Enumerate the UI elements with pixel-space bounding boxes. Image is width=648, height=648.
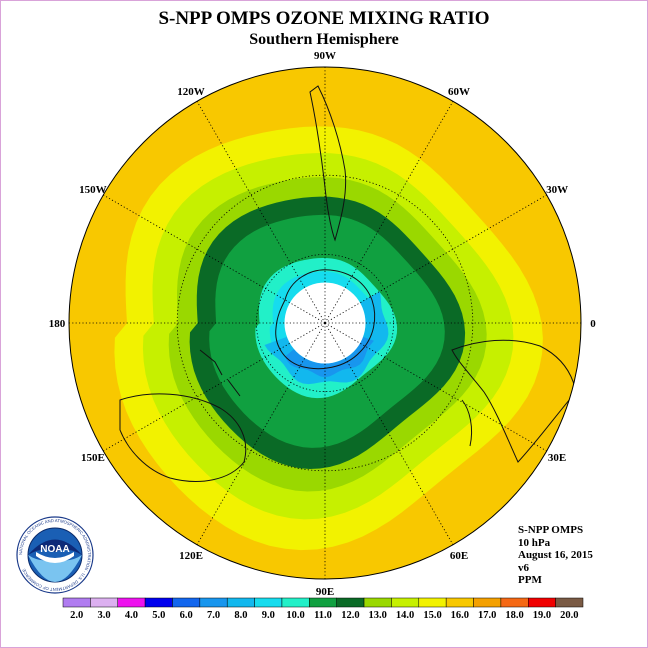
- colorbar-cell: [473, 597, 502, 608]
- colorbar-label: 15.0: [423, 610, 441, 621]
- coastline-0: [275, 269, 376, 370]
- noaa-logo: NOAA NATIONAL OCEANIC AND ATMOSPHERIC AD…: [16, 516, 94, 594]
- longitude-label: 60E: [450, 550, 468, 562]
- longitude-label: 90E: [316, 586, 334, 598]
- colorbar-label: 11.0: [314, 610, 332, 621]
- colorbar-cell: [172, 597, 201, 608]
- parallel-line: [176, 174, 474, 472]
- south-pole-marker: [323, 321, 327, 325]
- parallel-line: [255, 253, 394, 392]
- coastline-4: [199, 349, 241, 397]
- coastline-1: [309, 85, 347, 242]
- colorbar-label: 20.0: [560, 610, 578, 621]
- colorbar-label: 17.0: [478, 610, 496, 621]
- longitude-label: 120W: [177, 86, 205, 98]
- date-label: August 16, 2015: [518, 549, 593, 561]
- level-label: 10 hPa: [518, 536, 551, 549]
- colorbar-label: 5.0: [152, 610, 165, 621]
- colorbar-cell: [418, 597, 447, 608]
- instrument-label: S-NPP OMPS: [518, 524, 584, 536]
- ozone-band-7.0-8.0: [285, 336, 374, 378]
- colorbar-cell: [391, 597, 420, 608]
- longitude-label: 150E: [81, 452, 105, 464]
- colorbar-label: 18.0: [505, 610, 523, 621]
- colorbar-label: 19.0: [533, 610, 551, 621]
- longitude-label: 0: [590, 318, 596, 330]
- colorbar-label: 9.0: [262, 610, 275, 621]
- longitude-label: 60W: [448, 86, 470, 98]
- longitude-label: 180: [49, 318, 66, 330]
- page-subtitle: Southern Hemisphere: [249, 31, 399, 48]
- colorbar-label: 6.0: [180, 610, 193, 621]
- longitude-label: 90W: [314, 50, 336, 62]
- colorbar-cell: [62, 597, 91, 608]
- colorbar-label: 16.0: [451, 610, 469, 621]
- colorbar-label: 14.0: [396, 610, 414, 621]
- colorbar-cell: [528, 597, 556, 608]
- colorbar-cell: [254, 597, 283, 608]
- colorbar-label: 12.0: [341, 610, 359, 621]
- colorbar-label: 8.0: [234, 610, 247, 621]
- version-label: v6: [518, 561, 529, 574]
- longitude-label: 120E: [179, 550, 203, 562]
- colorbar-label: 3.0: [98, 610, 111, 621]
- colorbar-label: 10.0: [286, 610, 304, 621]
- colorbar-cell: [445, 597, 474, 608]
- colorbar-label: 2.0: [70, 610, 83, 621]
- longitude-label: 30W: [546, 184, 568, 196]
- colorbar-cell: [555, 597, 584, 608]
- colorbar-cell: [199, 597, 228, 608]
- colorbar-cell: [336, 597, 365, 608]
- colorbar-label: 4.0: [125, 610, 138, 621]
- svg-text:NOAA: NOAA: [40, 544, 69, 555]
- colorbar-cell: [363, 597, 392, 608]
- colorbar-label: 13.0: [369, 610, 387, 621]
- colorbar-cell: [144, 597, 173, 608]
- info-block: S-NPP OMPS 10 hPa August 16, 2015 v6 PPM: [518, 524, 593, 587]
- coastline-3: [119, 393, 247, 482]
- map-border: [68, 66, 582, 580]
- colorbar-cell: [226, 597, 255, 608]
- colorbar-label: 7.0: [207, 610, 220, 621]
- colorbar-cell: [281, 597, 310, 608]
- coastline-2: [451, 339, 577, 463]
- longitude-label: 150W: [79, 184, 107, 196]
- colorbar-cell: [90, 597, 118, 608]
- page-title: S-NPP OMPS OZONE MIXING RATIO: [158, 8, 490, 29]
- colorbar-cell: [500, 597, 529, 608]
- colorbar-cell: [117, 597, 146, 608]
- units-label: PPM: [518, 574, 542, 586]
- colorbar-cell: [309, 597, 337, 608]
- longitude-label: 30E: [548, 452, 566, 464]
